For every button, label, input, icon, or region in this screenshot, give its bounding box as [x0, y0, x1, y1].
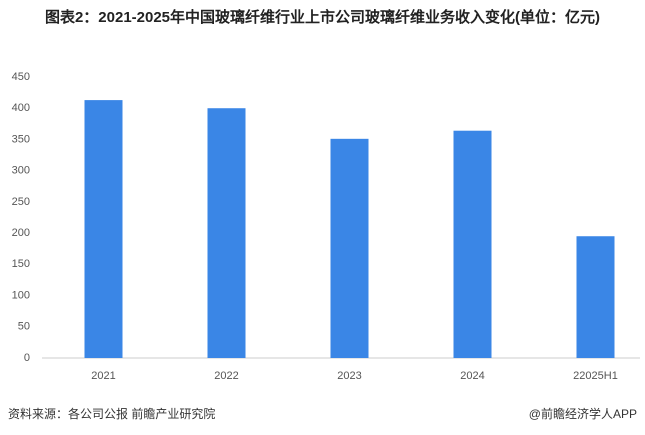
y-tick-label: 200: [12, 227, 30, 239]
bar: [207, 108, 246, 358]
bar: [84, 100, 123, 359]
y-tick-label: 400: [12, 102, 30, 114]
bar: [453, 130, 492, 358]
y-tick-label: 350: [12, 133, 30, 145]
chart: 0 50 100 150 200 250 300 350 400 450 2021 2022 2023 2…: [12, 71, 640, 382]
bar: [330, 138, 369, 358]
source: 资料来源：各公司公报 前瞻产业研究院: [8, 407, 216, 421]
y-tick-label: 100: [12, 289, 30, 301]
y-tick-label: 300: [12, 165, 30, 177]
credit: @前瞻经济学人APP: [528, 407, 637, 421]
y-tick-label: 450: [12, 71, 30, 83]
y-tick-label: 0: [24, 352, 30, 364]
y-tick-label: 50: [18, 321, 30, 333]
x-tick-label: 2023: [337, 370, 361, 382]
x-tick-label: 22025H1: [573, 370, 618, 382]
bar: [576, 236, 615, 358]
x-tick-label: 2024: [460, 370, 484, 382]
chart-title: 图表2：2021-2025年中国玻璃纤维行业上市公司玻璃纤维业务收入变化(单位：…: [44, 9, 601, 26]
y-tick-label: 250: [12, 196, 30, 208]
x-tick-label: 2021: [91, 370, 115, 382]
x-tick-label: 2022: [214, 370, 238, 382]
y-tick-label: 150: [12, 258, 30, 270]
